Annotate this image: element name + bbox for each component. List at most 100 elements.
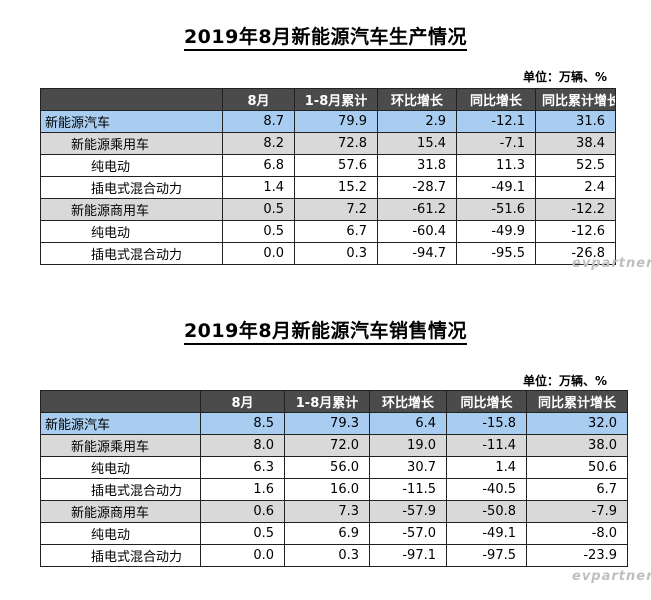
production-table-row: 纯电动 6.8 57.6 31.8 11.3 52.5	[40, 154, 616, 177]
production-cell: -49.9	[456, 220, 536, 243]
production-cell: -49.1	[456, 176, 536, 199]
sales-cell: 0.5	[200, 522, 285, 545]
sales-cell: 0.6	[200, 500, 285, 523]
sales-table-row: 插电式混合动力 0.0 0.3 -97.1 -97.5 -23.9	[40, 544, 628, 567]
production-cell: 0.3	[294, 242, 378, 265]
sales-unit: 单位：万辆、%	[522, 374, 607, 388]
sales-cell: -57.9	[369, 500, 447, 523]
production-cell: 0.5	[222, 220, 295, 243]
production-row-label: 插电式混合动力	[40, 242, 223, 265]
sales-cell: 6.7	[526, 478, 628, 501]
sales-watermark: evpartner	[572, 569, 651, 584]
production-row-label: 插电式混合动力	[40, 176, 223, 199]
production-cell: 6.7	[294, 220, 378, 243]
production-cell: -94.7	[377, 242, 457, 265]
sales-table-row: 新能源汽车 8.5 79.3 6.4 -15.8 32.0	[40, 412, 628, 435]
production-cell: -12.2	[535, 198, 616, 221]
production-row-label: 纯电动	[40, 220, 223, 243]
production-title-text: 2019年8月新能源汽车生产情况	[183, 26, 468, 51]
sales-header-month: 8月	[200, 390, 285, 413]
production-table-row: 新能源商用车 0.5 7.2 -61.2 -51.6 -12.2	[40, 198, 616, 221]
sales-cell: 19.0	[369, 434, 447, 457]
production-table-row: 纯电动 0.5 6.7 -60.4 -49.9 -12.6	[40, 220, 616, 243]
production-cell: 15.2	[294, 176, 378, 199]
sales-cell: 6.3	[200, 456, 285, 479]
production-cell: 6.8	[222, 154, 295, 177]
sales-cell: 50.6	[526, 456, 628, 479]
production-table-row: 新能源乘用车 8.2 72.8 15.4 -7.1 38.4	[40, 132, 616, 155]
sales-header-corner	[40, 390, 201, 413]
production-cell: 8.7	[222, 110, 295, 133]
production-cell: 1.4	[222, 176, 295, 199]
production-cell: 38.4	[535, 132, 616, 155]
sales-header-yoy-cumulative: 同比累计增长	[526, 390, 628, 413]
sales-cell: 16.0	[284, 478, 370, 501]
production-cell: 57.6	[294, 154, 378, 177]
sales-table-row: 插电式混合动力 1.6 16.0 -11.5 -40.5 6.7	[40, 478, 628, 501]
sales-cell: 0.3	[284, 544, 370, 567]
production-cell: 11.3	[456, 154, 536, 177]
production-cell: -51.6	[456, 198, 536, 221]
production-unit: 单位：万辆、%	[522, 70, 607, 84]
production-header-cumulative: 1-8月累计	[294, 88, 378, 111]
sales-table: 8月 1-8月累计 环比增长 同比增长 同比累计增长 新能源汽车 8.5 79.3 6…	[40, 390, 628, 567]
production-cell: 52.5	[535, 154, 616, 177]
sales-header-row: 8月 1-8月累计 环比增长 同比增长 同比累计增长	[40, 390, 628, 413]
sales-table-row: 纯电动 6.3 56.0 30.7 1.4 50.6	[40, 456, 628, 479]
sales-row-label: 纯电动	[40, 522, 201, 545]
sales-cell: -8.0	[526, 522, 628, 545]
production-table-row: 插电式混合动力 1.4 15.2 -28.7 -49.1 2.4	[40, 176, 616, 199]
sales-cell: -11.4	[446, 434, 527, 457]
production-cell: -12.1	[456, 110, 536, 133]
sales-cell: 79.3	[284, 412, 370, 435]
sales-cell: 1.6	[200, 478, 285, 501]
production-title: 2019年8月新能源汽车生产情况	[0, 22, 651, 51]
production-cell: 0.0	[222, 242, 295, 265]
sales-header-mom: 环比增长	[369, 390, 447, 413]
production-header-row: 8月 1-8月累计 环比增长 同比增长 同比累计增长	[40, 88, 616, 111]
sales-cell: 1.4	[446, 456, 527, 479]
sales-title-text: 2019年8月新能源汽车销售情况	[183, 320, 468, 345]
sales-cell: -49.1	[446, 522, 527, 545]
sales-cell: -97.1	[369, 544, 447, 567]
sales-cell: 8.0	[200, 434, 285, 457]
production-row-label: 新能源乘用车	[40, 132, 223, 155]
sales-cell: -50.8	[446, 500, 527, 523]
sales-cell: -97.5	[446, 544, 527, 567]
production-cell: 31.8	[377, 154, 457, 177]
production-cell: 0.5	[222, 198, 295, 221]
production-cell: 72.8	[294, 132, 378, 155]
production-cell: -28.7	[377, 176, 457, 199]
production-row-label: 新能源商用车	[40, 198, 223, 221]
production-cell: -7.1	[456, 132, 536, 155]
sales-row-label: 新能源汽车	[40, 412, 201, 435]
production-table-row: 新能源汽车 8.7 79.9 2.9 -12.1 31.6	[40, 110, 616, 133]
sales-header-cumulative: 1-8月累计	[284, 390, 370, 413]
sales-title: 2019年8月新能源汽车销售情况	[0, 316, 651, 345]
sales-row-label: 新能源乘用车	[40, 434, 201, 457]
production-table: 8月 1-8月累计 环比增长 同比增长 同比累计增长 新能源汽车 8.7 79.9 2…	[40, 88, 616, 265]
production-header-corner	[40, 88, 223, 111]
production-cell: -12.6	[535, 220, 616, 243]
production-cell: 7.2	[294, 198, 378, 221]
production-cell: 2.4	[535, 176, 616, 199]
production-table-row: 插电式混合动力 0.0 0.3 -94.7 -95.5 -26.8	[40, 242, 616, 265]
sales-cell: -23.9	[526, 544, 628, 567]
sales-cell: -57.0	[369, 522, 447, 545]
production-cell: -61.2	[377, 198, 457, 221]
production-header-yoy-cumulative: 同比累计增长	[535, 88, 616, 111]
production-cell: 8.2	[222, 132, 295, 155]
sales-cell: -15.8	[446, 412, 527, 435]
production-cell: 2.9	[377, 110, 457, 133]
production-header-mom: 环比增长	[377, 88, 457, 111]
production-cell: 15.4	[377, 132, 457, 155]
sales-cell: 56.0	[284, 456, 370, 479]
sales-cell: -7.9	[526, 500, 628, 523]
production-header-month: 8月	[222, 88, 295, 111]
sales-table-row: 新能源商用车 0.6 7.3 -57.9 -50.8 -7.9	[40, 500, 628, 523]
sales-row-label: 新能源商用车	[40, 500, 201, 523]
sales-cell: -40.5	[446, 478, 527, 501]
sales-cell: -11.5	[369, 478, 447, 501]
production-cell: 31.6	[535, 110, 616, 133]
sales-row-label: 纯电动	[40, 456, 201, 479]
